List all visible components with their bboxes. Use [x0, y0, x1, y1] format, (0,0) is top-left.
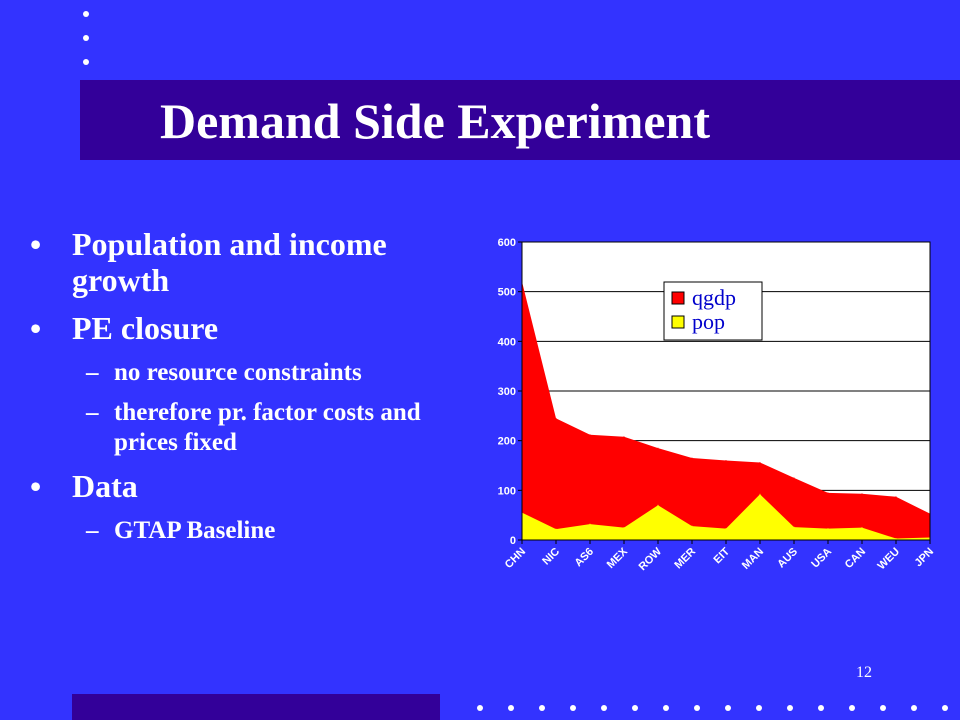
decorative-dot: [818, 705, 824, 711]
data-point-qgdp: [589, 434, 591, 436]
decorative-dot: [477, 705, 483, 711]
y-tick-label: 0: [510, 535, 516, 547]
y-tick-label: 300: [498, 386, 516, 398]
bullet-item: • Population and income growth: [30, 226, 460, 298]
data-point-qgdp: [861, 493, 863, 495]
bullet-mark: –: [86, 359, 99, 386]
decorative-dot: [663, 705, 669, 711]
decorative-dot: [83, 35, 89, 41]
x-tick-label: AS6: [572, 546, 596, 570]
decorative-dot: [942, 705, 948, 711]
x-tick-label: NIC: [540, 546, 562, 568]
decorative-dot: [787, 705, 793, 711]
decorative-dot: [694, 705, 700, 711]
bullet-text: Population and income growth: [72, 226, 387, 298]
data-point-pop: [691, 525, 693, 527]
x-tick-label: ROW: [637, 545, 665, 573]
x-tick-label: MER: [672, 546, 698, 572]
x-tick-label: WEU: [875, 546, 902, 573]
decorative-dot: [570, 705, 576, 711]
data-point-pop: [623, 527, 625, 529]
legend-swatch-qgdp: [671, 291, 685, 305]
data-point-qgdp: [555, 417, 557, 419]
bullet-mark: –: [86, 517, 99, 544]
data-point-pop: [895, 538, 897, 540]
bullet-item: – therefore pr. factor costs and prices f…: [30, 398, 460, 458]
data-point-pop: [759, 493, 761, 495]
x-tick-label: CAN: [843, 546, 868, 571]
data-point-qgdp: [623, 436, 625, 438]
legend-label-qgdp: qgdp: [692, 285, 736, 310]
legend-label-pop: pop: [692, 309, 725, 334]
bullet-mark: •: [30, 310, 42, 346]
x-tick-label: MAN: [740, 546, 766, 572]
x-tick-label: USA: [809, 546, 834, 571]
bullet-item: • Data: [30, 468, 460, 504]
decorative-dot: [725, 705, 731, 711]
y-tick-label: 400: [498, 336, 516, 348]
y-tick-label: 500: [498, 287, 516, 299]
decorative-dot: [539, 705, 545, 711]
decorative-dot: [880, 705, 886, 711]
data-point-pop: [725, 528, 727, 530]
data-point-pop: [793, 526, 795, 528]
x-tick-label: AUS: [775, 546, 800, 571]
slide-number: 12: [856, 664, 872, 681]
y-tick-label: 600: [498, 237, 516, 249]
series-area-qgdp: [522, 281, 930, 540]
bullet-text: no resource constraints: [114, 359, 362, 386]
bullet-mark: •: [30, 468, 42, 504]
decorative-dot: [911, 705, 917, 711]
title-band: [80, 80, 960, 160]
bullet-mark: •: [30, 226, 42, 262]
bullet-text: therefore pr. factor costs and prices fi…: [114, 399, 421, 456]
data-point-qgdp: [793, 477, 795, 479]
data-point-pop: [555, 528, 557, 530]
decorative-dot: [601, 705, 607, 711]
data-point-qgdp: [895, 496, 897, 498]
bullet-list: • Population and income growth • PE closure…: [30, 226, 460, 556]
y-tick-label: 100: [498, 485, 516, 497]
decorative-dot: [83, 59, 89, 65]
slide-title: Demand Side Experiment: [160, 93, 710, 149]
data-point-pop: [827, 528, 829, 530]
bullet-item: – no resource constraints: [30, 358, 460, 388]
x-tick-label: MEX: [605, 545, 631, 571]
decorative-dot: [756, 705, 762, 711]
x-tick-label: CHN: [503, 546, 528, 571]
decorative-dot: [83, 11, 89, 17]
data-point-qgdp: [725, 460, 727, 462]
area-chart: 0 100 200 300 400 500 600 CHN NIC AS6 MEX ROW MER EIT…: [498, 237, 937, 573]
y-tick-label: 200: [498, 436, 516, 448]
bullet-item: – GTAP Baseline: [30, 516, 460, 546]
data-point-pop: [861, 527, 863, 529]
data-point-qgdp: [827, 492, 829, 494]
decorative-dot: [632, 705, 638, 711]
data-point-qgdp: [759, 462, 761, 464]
data-point-qgdp: [657, 447, 659, 449]
x-tick-label: EIT: [712, 545, 733, 566]
data-point-pop: [657, 504, 659, 506]
decorative-dot: [849, 705, 855, 711]
bullet-text: PE closure: [72, 310, 219, 346]
bottom-band: [72, 694, 440, 720]
bullet-item: • PE closure: [30, 310, 460, 346]
decorative-dot: [508, 705, 514, 711]
bullet-mark: –: [86, 399, 99, 426]
bullet-text: Data: [72, 468, 138, 504]
data-point-qgdp: [691, 457, 693, 459]
legend-swatch-pop: [671, 315, 685, 329]
bullet-text: GTAP Baseline: [114, 517, 276, 544]
data-point-pop: [589, 523, 591, 525]
x-tick-label: JPN: [912, 546, 936, 570]
